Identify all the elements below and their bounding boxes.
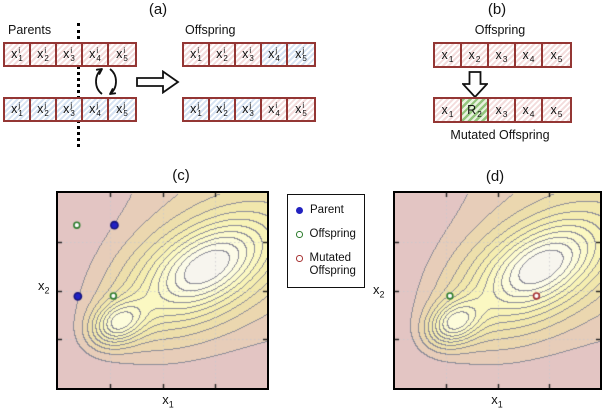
- parent-marker-icon: [296, 207, 303, 214]
- contour-canvas-c: [58, 193, 267, 388]
- offspring-marker-icon: [296, 231, 303, 238]
- mutation-arrow-icon: [462, 71, 488, 98]
- x-axis-label-c: x1: [162, 392, 174, 410]
- legend-item-parent: Parent: [296, 204, 358, 217]
- contour-plot-d: [393, 191, 602, 390]
- parents-title: Parents: [8, 23, 52, 37]
- panel-a-label: (a): [148, 1, 168, 18]
- contour-canvas-d: [395, 193, 600, 388]
- crossover-cut-line: [77, 23, 80, 147]
- legend-label: Offspring: [309, 228, 356, 240]
- swap-arrows-icon: [95, 68, 117, 95]
- contour-plot-c: [56, 191, 269, 390]
- offspring-title-b: Offspring: [474, 23, 526, 37]
- panel-c-label: (c): [172, 167, 190, 184]
- legend-item-offspring: Offspring: [296, 228, 358, 241]
- plot-legend: Parent Offspring Mutated Offspring: [287, 194, 365, 288]
- offspring-title-a: Offspring: [185, 23, 236, 37]
- panel-b-label: (b): [487, 1, 507, 18]
- y-axis-label-c: x2: [38, 278, 50, 296]
- mutated-offspring-title: Mutated Offspring: [450, 128, 550, 142]
- legend-label: Mutated Offspring: [309, 252, 356, 277]
- x-axis-label-d: x1: [491, 392, 503, 410]
- panel-d-label: (d): [485, 168, 505, 185]
- legend-item-mutated: Mutated Offspring: [296, 252, 358, 278]
- y-axis-label-d: x2: [373, 282, 385, 300]
- legend-label: Parent: [310, 204, 344, 216]
- crossover-arrow-icon: [136, 70, 180, 94]
- mutated-marker-icon: [296, 255, 303, 262]
